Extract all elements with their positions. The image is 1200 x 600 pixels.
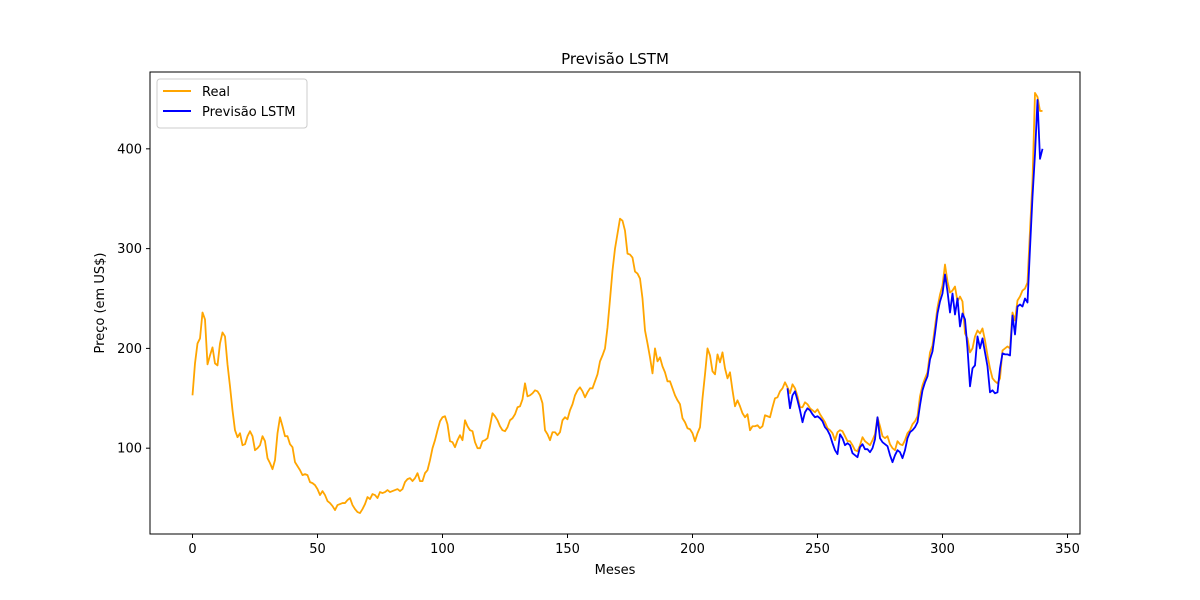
y-tick-label: 300: [117, 242, 142, 257]
x-tick-label: 350: [1055, 542, 1080, 557]
x-axis-label: Meses: [595, 563, 636, 578]
x-tick-label: 250: [805, 542, 830, 557]
x-tick-label: 50: [309, 542, 326, 557]
plot-area: [149, 71, 1081, 535]
x-tick-label: 300: [930, 542, 955, 557]
series-layer: [191, 92, 1044, 514]
legend-box: [156, 78, 308, 129]
y-tick-label: 100: [117, 442, 142, 457]
y-axis: 100 200 300 400: [117, 142, 150, 457]
x-tick-label: 200: [680, 542, 705, 557]
y-tick-label: 400: [117, 142, 142, 157]
x-axis: 0 50 100 150 200 250 300 350: [188, 534, 1080, 557]
legend: Real Previsão LSTM: [156, 78, 308, 129]
x-tick-label: 150: [555, 542, 580, 557]
legend-label-real: Real: [202, 85, 230, 100]
x-tick-label: 0: [188, 542, 196, 557]
axes-frame: [149, 71, 1081, 535]
y-axis-label: Preço (em US$): [93, 253, 108, 354]
x-tick-label: 100: [430, 542, 455, 557]
legend-label-lstm: Previsão LSTM: [202, 105, 295, 120]
chart-title: Previsão LSTM: [561, 50, 669, 68]
y-tick-label: 200: [117, 342, 142, 357]
series-line-lstm: [786, 99, 1044, 464]
series-line-real: [191, 92, 1043, 514]
